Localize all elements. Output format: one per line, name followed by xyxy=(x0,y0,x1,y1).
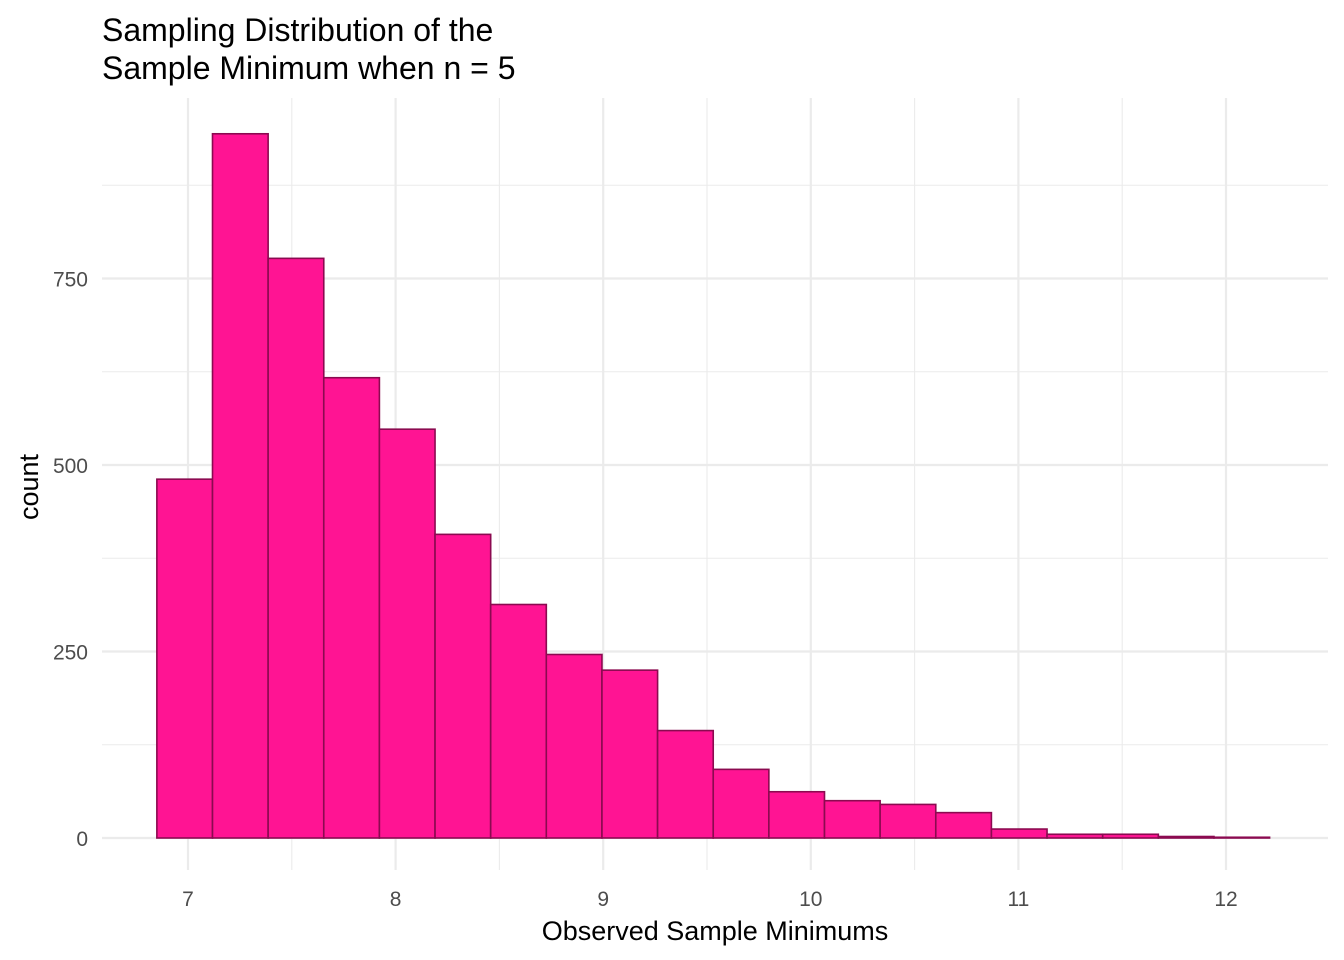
histogram-bar xyxy=(768,790,826,839)
histogram-bar xyxy=(378,428,436,839)
histogram-bar xyxy=(211,132,269,839)
y-axis-title: count xyxy=(14,453,44,520)
chart-title-line-2: Sample Minimum when n = 5 xyxy=(102,50,516,86)
histogram-bar xyxy=(545,653,603,839)
histogram-bar xyxy=(1101,833,1160,839)
x-tick-label: 10 xyxy=(799,888,822,911)
histogram-bar xyxy=(601,669,659,839)
y-axis-tick-labels: 0 250 500 750 xyxy=(53,269,88,852)
x-axis-title: Observed Sample Minimums xyxy=(542,916,889,946)
histogram-bar xyxy=(934,811,993,839)
x-axis-tick-labels: 7 8 9 10 11 12 xyxy=(182,888,1238,911)
histogram-bar xyxy=(879,803,937,839)
histogram-bars xyxy=(156,132,1271,839)
y-tick-label: 750 xyxy=(53,269,88,292)
x-tick-label: 7 xyxy=(182,888,194,911)
histogram-bar xyxy=(990,828,1048,839)
histogram-bar xyxy=(489,603,548,839)
histogram-bar xyxy=(656,729,715,839)
x-tick-label: 11 xyxy=(1007,888,1029,911)
x-tick-label: 8 xyxy=(390,888,402,911)
histogram-bar xyxy=(434,533,492,839)
histogram-bar xyxy=(1213,836,1271,839)
histogram-bar xyxy=(156,478,214,839)
histogram-bar xyxy=(823,799,881,839)
y-tick-label: 0 xyxy=(76,828,88,851)
histogram-bar xyxy=(1046,833,1104,839)
histogram-bar xyxy=(322,376,381,839)
x-tick-label: 9 xyxy=(597,888,609,911)
histogram-bar xyxy=(712,768,770,839)
x-tick-label: 12 xyxy=(1214,888,1237,911)
y-tick-label: 250 xyxy=(53,642,88,665)
histogram-bar xyxy=(267,257,325,839)
chart-title-line-1: Sampling Distribution of the xyxy=(102,12,493,48)
y-tick-label: 500 xyxy=(53,455,88,478)
histogram-bar xyxy=(1157,835,1215,839)
